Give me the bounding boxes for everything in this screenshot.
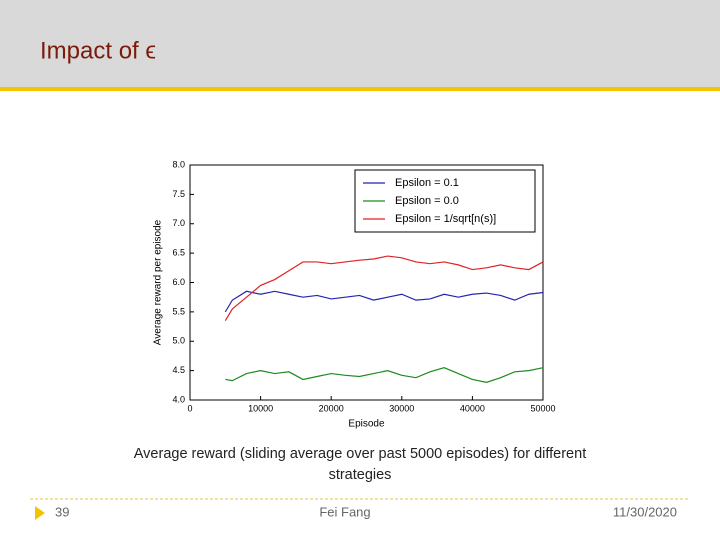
x-tick-label: 10000 bbox=[248, 403, 273, 413]
y-tick-label: 8.0 bbox=[172, 159, 185, 169]
x-tick-label: 0 bbox=[187, 403, 192, 413]
y-tick-label: 5.0 bbox=[172, 336, 185, 346]
legend-label: Epsilon = 1/sqrt[n(s)] bbox=[395, 213, 496, 225]
header-rule bbox=[0, 87, 720, 91]
page-number: 39 bbox=[55, 504, 69, 519]
y-tick-label: 4.5 bbox=[172, 365, 185, 375]
series-line bbox=[225, 367, 544, 383]
caption: Average reward (sliding average over pas… bbox=[133, 446, 587, 483]
slide-title: Impact of ϵ bbox=[40, 37, 156, 64]
x-tick-label: 30000 bbox=[389, 403, 414, 413]
footer-arrow bbox=[35, 506, 45, 520]
y-tick-label: 7.0 bbox=[172, 218, 185, 228]
x-tick-label: 40000 bbox=[460, 403, 485, 413]
header-band bbox=[0, 0, 720, 87]
x-axis-label: Episode bbox=[348, 419, 385, 430]
legend-label: Epsilon = 0.1 bbox=[395, 177, 459, 189]
legend-label: Epsilon = 0.0 bbox=[395, 195, 459, 207]
y-tick-label: 7.5 bbox=[172, 189, 185, 199]
y-tick-label: 6.0 bbox=[172, 277, 185, 287]
author: Fei Fang bbox=[319, 504, 370, 519]
y-axis-label: Average reward per episode bbox=[153, 219, 164, 345]
y-tick-label: 5.5 bbox=[172, 306, 185, 316]
chart: 4.0 4.5 5.0 5.5 6.0 6.5 7.0 7.5 8.0 0 10000 20000 30… bbox=[153, 159, 556, 429]
x-tick-label: 50000 bbox=[530, 403, 555, 413]
y-tick-label: 6.5 bbox=[172, 248, 185, 258]
series-line bbox=[224, 255, 544, 321]
y-tick-label: 4.0 bbox=[172, 394, 185, 404]
x-tick-label: 20000 bbox=[319, 403, 344, 413]
series-line bbox=[224, 290, 544, 313]
date: 11/30/2020 bbox=[613, 504, 677, 519]
